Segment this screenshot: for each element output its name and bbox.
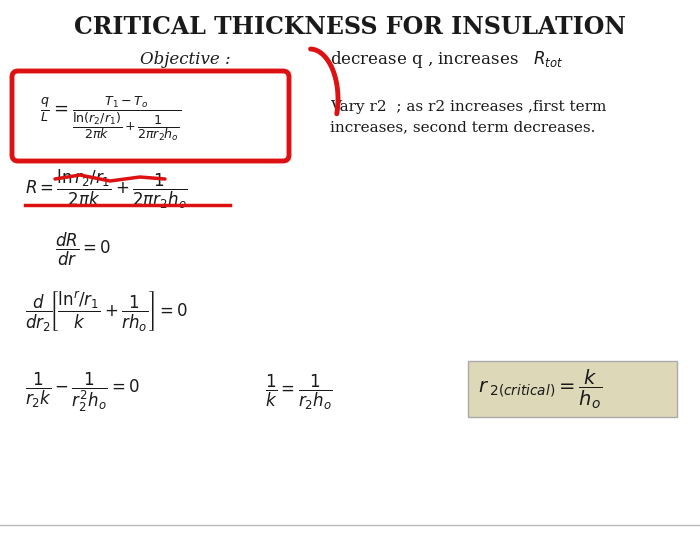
Text: Vary r2  ; as r2 increases ,first term: Vary r2 ; as r2 increases ,first term (330, 100, 606, 114)
Text: decrease q , increases   $\mathit{R}_{tot}$: decrease q , increases $\mathit{R}_{tot}… (330, 48, 564, 69)
Text: $\dfrac{1}{k} = \dfrac{1}{r_2 h_o}$: $\dfrac{1}{k} = \dfrac{1}{r_2 h_o}$ (265, 372, 333, 411)
Text: $\dfrac{1}{r_2 k} - \dfrac{1}{r_2^2 h_o} = 0$: $\dfrac{1}{r_2 k} - \dfrac{1}{r_2^2 h_o}… (25, 371, 140, 413)
Text: CRITICAL THICKNESS FOR INSULATION: CRITICAL THICKNESS FOR INSULATION (74, 15, 626, 39)
FancyBboxPatch shape (468, 361, 677, 417)
Text: $\frac{q}{L} = \frac{T_1 - T_o}{\dfrac{\ln\!\left(r_2/r_1\right)}{2\pi k} + \dfr: $\frac{q}{L} = \frac{T_1 - T_o}{\dfrac{\… (40, 95, 181, 143)
Text: $r\,_{2(critical)}{=}\dfrac{k}{h_o}$: $r\,_{2(critical)}{=}\dfrac{k}{h_o}$ (478, 367, 602, 411)
Text: $\dfrac{dR}{dr} = 0$: $\dfrac{dR}{dr} = 0$ (55, 230, 111, 267)
Text: increases, second term decreases.: increases, second term decreases. (330, 120, 596, 134)
Text: $R = \dfrac{\ln r_2/r_1}{2\pi k} + \dfrac{1}{2\pi r_2 h_o}$: $R = \dfrac{\ln r_2/r_1}{2\pi k} + \dfra… (25, 168, 188, 211)
Text: Objective :: Objective : (140, 50, 230, 68)
Text: $\dfrac{d}{dr_2}\!\left[\dfrac{\mathrm{ln}^r/r_1}{k} + \dfrac{1}{rh_o}\right] = : $\dfrac{d}{dr_2}\!\left[\dfrac{\mathrm{l… (25, 290, 188, 334)
